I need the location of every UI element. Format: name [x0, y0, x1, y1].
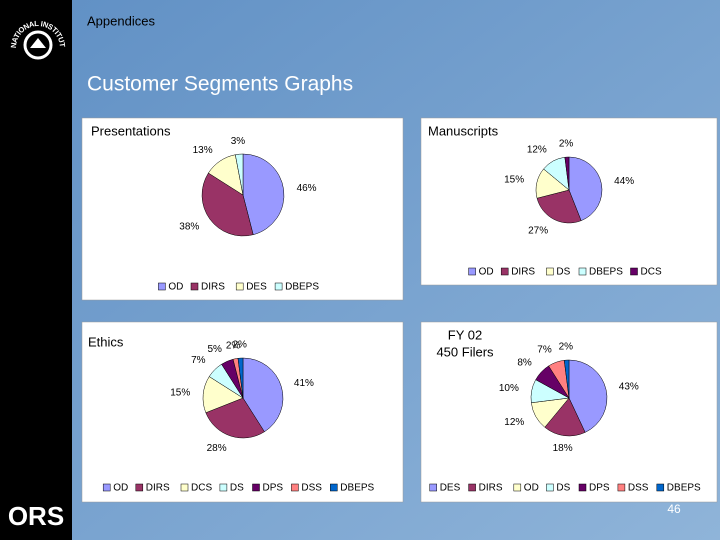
slide-title: Customer Segments Graphs: [87, 73, 353, 96]
value-label: 2%: [559, 342, 574, 353]
legend-swatch: [274, 282, 283, 291]
pie-slice: [242, 153, 285, 236]
value-label: 7%: [537, 345, 552, 356]
brand: ORS: [8, 501, 64, 531]
legend-label: DBEPS: [340, 483, 374, 494]
legend-label: OD: [113, 483, 128, 494]
page-number: 46: [667, 502, 681, 516]
legend-swatch: [630, 267, 638, 276]
legend-label: DSS: [628, 483, 649, 494]
pie-slice: [237, 357, 244, 399]
chart-title: Presentations: [91, 123, 171, 138]
legend-swatch: [500, 267, 509, 276]
pie-slice: [563, 359, 570, 399]
legend-label: OD: [524, 483, 539, 494]
value-label: 12%: [527, 144, 547, 155]
legend-label: DBEPS: [285, 282, 319, 293]
legend-swatch: [578, 483, 587, 492]
value-label: 7%: [191, 355, 206, 366]
legend-swatch: [429, 483, 437, 492]
legend-label: DES: [440, 483, 461, 494]
value-label: 2%: [559, 139, 574, 150]
legend-swatch: [546, 483, 554, 492]
legend-label: DIRS: [479, 483, 503, 494]
legend-swatch: [546, 267, 554, 276]
legend-swatch: [252, 483, 260, 492]
legend-label: DES: [246, 282, 267, 293]
logo-mark: [30, 38, 46, 48]
legend-swatch: [330, 483, 338, 492]
value-label: 5%: [207, 344, 222, 355]
pie-slice: [235, 153, 244, 196]
legend-label: DBEPS: [667, 483, 701, 494]
legend-swatch: [235, 282, 244, 291]
value-label: 10%: [499, 383, 519, 394]
value-label: 27%: [528, 226, 548, 237]
value-label: 44%: [614, 176, 634, 187]
value-label: 15%: [170, 388, 190, 399]
legend-label: DBEPS: [589, 267, 623, 278]
value-label: 18%: [553, 443, 573, 454]
legend-swatch: [190, 282, 199, 291]
legend-swatch: [468, 267, 476, 276]
legend-label: DSS: [301, 483, 322, 494]
value-label: 46%: [297, 183, 317, 194]
pie-slice: [205, 397, 265, 439]
chart-title: Manuscripts: [428, 123, 499, 138]
logo-mark: [23, 30, 53, 60]
value-label: 15%: [504, 175, 524, 186]
value-label: 2%: [226, 341, 241, 352]
pie-slice: [568, 156, 603, 222]
legend-label: DPS: [589, 483, 610, 494]
value-label: 3%: [231, 136, 246, 147]
pie-slice: [536, 189, 582, 224]
legend-swatch: [102, 483, 111, 492]
legend-label: DS: [556, 483, 570, 494]
legend-label: OD: [479, 267, 494, 278]
legend-swatch: [291, 483, 299, 492]
pie-slice: [201, 172, 254, 237]
legend-swatch: [578, 267, 587, 276]
legend-swatch: [180, 483, 189, 492]
value-label: 12%: [504, 417, 524, 428]
legend-swatch: [617, 483, 626, 492]
value-label: 28%: [207, 443, 227, 454]
section-label: Appendices: [87, 13, 155, 28]
legend-label: DS: [556, 267, 570, 278]
chart-subtitle: 450 Filers: [436, 344, 494, 359]
value-label: 43%: [619, 382, 639, 393]
legend-label: DCS: [191, 483, 212, 494]
legend-swatch: [158, 282, 166, 291]
legend-swatch: [656, 483, 665, 492]
pie-slice: [564, 156, 570, 191]
pie-slice: [568, 359, 608, 433]
value-label: 38%: [179, 221, 199, 232]
legend-swatch: [513, 483, 522, 492]
chart-title: FY 02: [448, 327, 482, 342]
legend-label: DIRS: [201, 282, 225, 293]
legend-label: DIRS: [511, 267, 535, 278]
legend-label: DCS: [641, 267, 662, 278]
legend-label: DS: [230, 483, 244, 494]
value-label: 13%: [193, 145, 213, 156]
legend-swatch: [219, 483, 228, 492]
value-label: 41%: [294, 378, 314, 389]
value-label: 8%: [517, 358, 532, 369]
legend-label: OD: [168, 282, 183, 293]
legend-swatch: [135, 483, 144, 492]
legend-swatch: [468, 483, 476, 492]
pie-slice: [544, 397, 586, 437]
legend-label: DPS: [263, 483, 284, 494]
value-label: 2%: [232, 340, 247, 351]
sidebar: [0, 0, 72, 540]
chart-title: Ethics: [88, 334, 124, 349]
legend-label: DIRS: [146, 483, 170, 494]
